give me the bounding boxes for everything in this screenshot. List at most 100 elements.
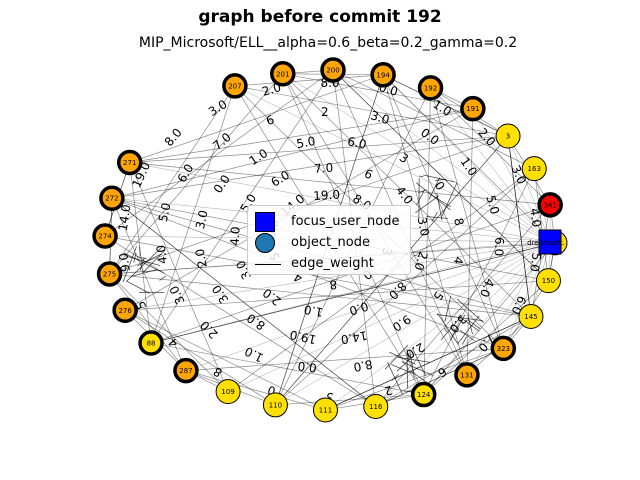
object-node: 271 — [116, 149, 143, 176]
graph-edge — [507, 135, 551, 243]
graph-edge — [430, 87, 551, 243]
graph-edge — [111, 197, 376, 407]
graph-edge — [185, 241, 551, 371]
node-circle — [410, 381, 437, 408]
graph-edge — [382, 74, 551, 243]
graph-edge — [503, 241, 551, 349]
edge-weight-label: 4.0 — [477, 276, 497, 299]
graph-edge — [419, 175, 424, 178]
graph-edge — [325, 316, 532, 411]
edge-weight-label: 8 — [329, 277, 337, 291]
edge-weight-label: 2 — [321, 105, 329, 119]
edge-weight-label: 5.0 — [295, 134, 316, 151]
graph-edge — [325, 241, 551, 411]
legend-item-object-node: object_node — [248, 233, 410, 253]
graph-edge — [139, 257, 145, 271]
graph-edge — [375, 348, 504, 407]
node-circle — [116, 149, 143, 176]
object-node-circle-icon — [255, 233, 275, 253]
graph-edge — [150, 242, 556, 344]
edge-weight-label: 8.0 — [352, 357, 373, 374]
focus-user-label: dreamsoft. — [527, 239, 565, 247]
plot-title: graph before commit 192 — [198, 7, 442, 27]
node-label: 88 — [147, 340, 156, 348]
graph-edge — [332, 69, 535, 169]
graph-edge — [139, 246, 141, 257]
object-node: 275 — [96, 261, 123, 287]
object-node: 192 — [417, 75, 444, 101]
edge-weight-label: 1.0 — [458, 155, 480, 179]
node-circle — [270, 61, 296, 87]
graph-edge — [109, 273, 187, 371]
object-node: 109 — [215, 379, 241, 405]
legend-item-focus-user: focus_user_node — [248, 212, 410, 232]
node-label: 274 — [98, 233, 112, 241]
graph-edge — [423, 242, 556, 395]
graph-edge — [234, 85, 509, 137]
object-node: 274 — [92, 223, 118, 249]
graph-edge — [234, 74, 384, 87]
node-circle — [460, 95, 486, 122]
node-label: 323 — [497, 345, 510, 353]
graph-edge — [275, 241, 551, 406]
graph-edge — [382, 74, 509, 137]
graph-edge — [131, 269, 157, 277]
edge-weight-label: 4.0 — [154, 244, 170, 265]
edge-weight-label: 19.0 — [313, 188, 340, 203]
edge-weight-label: 6 — [362, 166, 375, 182]
edge-line-icon — [255, 264, 281, 265]
object-node: 194 — [370, 62, 396, 88]
node-label: 287 — [179, 367, 192, 375]
graph-edge — [416, 190, 425, 206]
graph-edge — [430, 87, 551, 206]
graph-edge — [133, 252, 137, 263]
node-circle — [222, 73, 248, 99]
node-label: 207 — [228, 82, 241, 90]
graph-edge — [111, 135, 509, 199]
node-label: 131 — [460, 371, 473, 379]
edge-weight-label: 6.0 — [269, 168, 293, 190]
edge-weight-label: 8 — [451, 217, 466, 227]
graph-edge — [129, 108, 473, 163]
graph-edge — [423, 241, 551, 395]
graph-edge — [282, 73, 473, 110]
object-node: 200 — [320, 57, 346, 83]
graph-edge — [150, 242, 556, 344]
graph-edge — [185, 370, 326, 411]
edge-weight-label: 0.0 — [297, 359, 318, 375]
graph-edge — [129, 74, 384, 163]
graph-edge — [409, 349, 415, 379]
node-label: 191 — [466, 105, 479, 113]
graph-edge — [461, 336, 468, 345]
node-circle — [96, 261, 123, 287]
edge-weight-label: 6 — [264, 112, 276, 128]
graph-edge — [459, 316, 480, 332]
node-label: 201 — [276, 70, 289, 78]
graph-edge — [104, 69, 334, 237]
graph-edge — [507, 136, 532, 317]
graph-edge — [375, 241, 551, 407]
graph-edge — [126, 280, 150, 294]
edge-weight-label: 0 — [266, 383, 277, 399]
edge-weight-label: 8.0 — [162, 125, 185, 149]
graph-edge — [109, 273, 229, 392]
graph-edge — [126, 246, 163, 282]
graph-edge — [150, 342, 424, 395]
object-node: 3 — [495, 123, 521, 149]
node-circle — [495, 123, 521, 149]
node-circle — [320, 57, 346, 83]
graph-edge — [275, 168, 535, 406]
node-layer: 2072012001941921913163341151150145323131… — [92, 57, 568, 423]
graph-edge — [423, 168, 535, 395]
edge-weight-label: 3.0 — [369, 108, 391, 127]
graph-edge — [443, 327, 447, 333]
edge-weight-label: 2.0 — [475, 125, 498, 149]
graph-edge — [125, 241, 551, 311]
node-label: 145 — [524, 313, 537, 321]
node-circle — [521, 156, 547, 182]
graph-edge — [382, 74, 468, 375]
object-node: 111 — [312, 397, 338, 423]
edge-weight-label: 7.0 — [314, 161, 334, 176]
object-node: 88 — [138, 330, 164, 356]
edge-weight-label: 2.0 — [197, 318, 220, 341]
